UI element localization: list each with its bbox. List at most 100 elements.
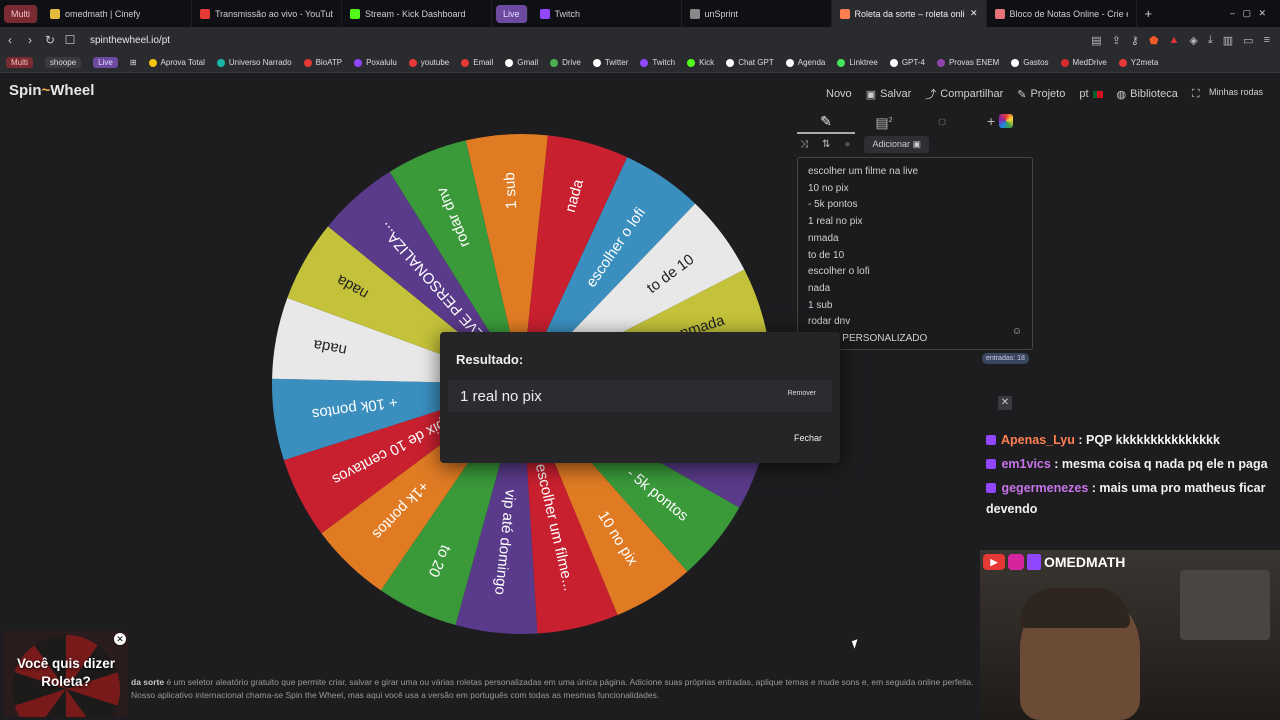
wallet-icon[interactable]: ▭ <box>1243 34 1254 47</box>
save-button[interactable]: ▣ Salvar <box>866 86 912 102</box>
bookmark-item[interactable]: Email <box>461 58 493 67</box>
bookmark-favicon-icon <box>1118 58 1127 67</box>
emoji-icon[interactable]: ☺ <box>1011 326 1022 338</box>
twitch-badge-icon <box>986 483 996 493</box>
roulette-promo[interactable]: Você quis dizer Roleta? ✕ <box>4 631 128 717</box>
new-label: Novo <box>826 88 852 100</box>
apps-icon[interactable]: ⊞ <box>129 58 137 67</box>
bookmark-item[interactable]: GPT-4 <box>889 58 925 67</box>
reload-icon[interactable]: ↻ <box>44 33 56 47</box>
language-button[interactable]: pt <box>1079 86 1103 102</box>
bookmark-item[interactable]: Universo Narrado <box>216 58 292 67</box>
share-button[interactable]: ⤴ Compartilhar <box>925 86 1003 102</box>
tab-close-icon[interactable]: ✕ <box>969 8 978 18</box>
tab-label: Live <box>503 8 520 19</box>
back-icon[interactable]: ‹ <box>8 33 12 47</box>
pencil-icon: ✎ <box>1017 88 1027 101</box>
sort-icon[interactable]: ⇅ <box>822 139 831 150</box>
fullscreen-icon[interactable]: ⛶ <box>1191 87 1200 100</box>
result-value: 1 real no pix <box>460 388 542 405</box>
bookmark-item[interactable]: Linktree <box>837 58 878 67</box>
add-image-button[interactable]: Adicionar ▣ <box>864 136 929 153</box>
add-label: Adicionar <box>872 139 910 149</box>
circle-icon[interactable]: ● <box>844 139 851 150</box>
bookmark-item[interactable]: BioATP <box>303 58 342 67</box>
browser-tab[interactable]: Bloco de Notas Online - Crie e Co <box>987 0 1137 27</box>
new-button[interactable]: Novo <box>826 86 852 102</box>
browser-tab[interactable]: Roleta da sorte – roleta onlin ✕ <box>831 0 987 27</box>
window-controls[interactable]: – ▢ ✕ <box>1229 8 1266 18</box>
bookmark-item[interactable]: Agenda <box>785 58 825 67</box>
promo-close-icon[interactable]: ✕ <box>114 633 126 645</box>
browser-tab[interactable]: Multi <box>4 4 39 23</box>
forward-icon[interactable]: › <box>28 33 32 47</box>
bookmark-item[interactable]: Live <box>93 57 118 68</box>
app-logo[interactable]: Spin~Wheel <box>9 82 94 99</box>
language-label: pt <box>1079 88 1089 100</box>
extension-icon[interactable]: ◈ <box>1189 34 1198 47</box>
wheel-segment <box>522 157 696 384</box>
theme-tab[interactable]: + <box>971 110 1029 134</box>
logo-text-a: Spin <box>9 82 42 99</box>
tab-favicon-icon <box>200 8 211 19</box>
browser-tab[interactable]: Stream - Kick Dashboard <box>342 0 493 27</box>
bookmark-favicon-icon <box>936 58 945 67</box>
bookmark-item[interactable]: Provas ENEM <box>936 58 1000 67</box>
browser-tab[interactable]: omedmath | Cinefy <box>42 0 193 27</box>
project-label: Projeto <box>1030 88 1066 100</box>
share-icon[interactable]: ⇪ <box>1111 34 1121 47</box>
entry-line: escolher um filme na live <box>808 166 919 177</box>
browser-tab[interactable]: Twitch <box>532 0 682 27</box>
bookmark-item[interactable]: Drive <box>550 58 581 67</box>
bookmark-item[interactable]: Y2meta <box>1118 58 1159 67</box>
bookmark-icon[interactable]: ☐ <box>64 33 76 47</box>
shuffle-icon[interactable]: ⤨ <box>800 139 808 150</box>
results-tab[interactable]: ▤2 <box>855 110 913 134</box>
bookmark-item[interactable]: Twitch <box>640 58 675 67</box>
key-icon[interactable]: ⚷ <box>1130 34 1139 47</box>
bookmark-group[interactable]: Multi <box>6 57 33 68</box>
new-tab-icon[interactable]: + <box>1144 6 1153 21</box>
shelf-shape <box>1180 570 1270 640</box>
chat-username: em1vics <box>998 457 1055 471</box>
entry-line: - 5k pontos <box>808 199 858 211</box>
entries-textarea[interactable]: escolher um filme na live 10 no pix - 5k p… <box>797 157 1033 350</box>
library-button[interactable]: ◍ Biblioteca <box>1117 86 1178 102</box>
download-icon[interactable]: ⤓ <box>1207 33 1213 46</box>
bookmark-item[interactable]: MedDrive <box>1060 58 1107 67</box>
chat-close-icon[interactable]: ✕ <box>998 396 1012 410</box>
project-button[interactable]: ✎ Projeto <box>1017 86 1065 102</box>
bookmark-item[interactable]: Poxalulu <box>354 58 397 67</box>
bookmark-item[interactable]: Twitter <box>592 58 628 67</box>
url-field[interactable]: spinthewheel.io/pt <box>90 34 171 46</box>
bookmark-label: Y2meta <box>1130 58 1159 67</box>
hide-tab[interactable]: ◌ <box>913 110 971 134</box>
bookmark-label: Twitch <box>652 58 676 67</box>
warning-icon[interactable]: ▲ <box>1168 33 1180 46</box>
browser-tab-bar: Multi omedmath | Cinefy Transmissão ao viv… <box>0 0 1280 27</box>
browser-tab[interactable]: unSprint <box>682 0 832 27</box>
browser-tab[interactable]: Transmissão ao vivo - YouTube Sh <box>192 0 343 27</box>
entry-line: 1 real no pix <box>808 216 863 228</box>
close-button[interactable]: Fechar <box>793 433 822 443</box>
edit-tab[interactable]: ✎ <box>797 110 855 134</box>
bookmark-item[interactable]: Gmail <box>505 58 538 67</box>
bookmark-item[interactable]: Aprova Total <box>148 58 205 67</box>
bookmark-item[interactable]: Kick <box>687 58 714 67</box>
shield-icon[interactable]: ⬟ <box>1148 34 1159 47</box>
bookmark-item[interactable]: youtube <box>408 58 449 67</box>
menu-icon[interactable]: ≡ <box>1263 33 1270 46</box>
browser-tab[interactable]: Live <box>496 4 528 23</box>
bookmark-label: Provas ENEM <box>948 58 1000 67</box>
bookmark-item[interactable]: shoope <box>44 57 82 68</box>
footer-bold: da sorte <box>131 677 165 687</box>
entry-line: 10 no pix <box>808 182 849 194</box>
sidebar-icon[interactable]: ▥ <box>1222 34 1234 47</box>
bookmark-item[interactable]: Chat GPT <box>726 58 774 67</box>
address-bar: ‹ › ↻ ☐ spinthewheel.io/pt ▤ ⇪ ⚷ ⬟ ▲ ◈ ⤓… <box>0 27 1280 53</box>
reader-icon[interactable]: ▤ <box>1091 34 1102 47</box>
my-wheels-link[interactable]: Minhas rodas <box>1209 87 1264 97</box>
bookmark-item[interactable]: Gastos <box>1011 58 1049 67</box>
remove-button[interactable]: Remover <box>787 390 816 397</box>
entry-line: rodar dnv <box>808 316 851 328</box>
